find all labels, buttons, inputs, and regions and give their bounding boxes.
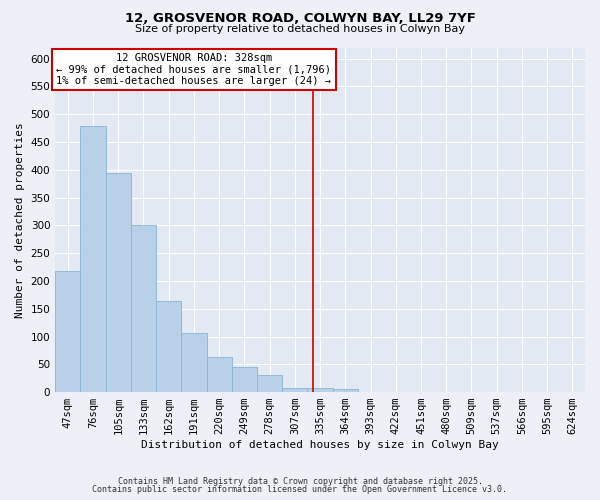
X-axis label: Distribution of detached houses by size in Colwyn Bay: Distribution of detached houses by size … [141, 440, 499, 450]
Bar [282, 388, 307, 392]
Bar [257, 376, 282, 392]
Bar [55, 271, 80, 392]
Text: 12, GROSVENOR ROAD, COLWYN BAY, LL29 7YF: 12, GROSVENOR ROAD, COLWYN BAY, LL29 7YF [125, 12, 475, 24]
Text: Size of property relative to detached houses in Colwyn Bay: Size of property relative to detached ho… [135, 24, 465, 34]
Bar [106, 173, 131, 392]
Bar [206, 357, 232, 392]
Bar [181, 332, 206, 392]
Bar [131, 225, 156, 392]
Bar [307, 388, 332, 392]
Bar [332, 390, 358, 392]
Bar [80, 126, 106, 392]
Text: 12 GROSVENOR ROAD: 328sqm
← 99% of detached houses are smaller (1,796)
1% of sem: 12 GROSVENOR ROAD: 328sqm ← 99% of detac… [56, 53, 331, 86]
Y-axis label: Number of detached properties: Number of detached properties [15, 122, 25, 318]
Text: Contains HM Land Registry data © Crown copyright and database right 2025.: Contains HM Land Registry data © Crown c… [118, 478, 482, 486]
Bar [156, 301, 181, 392]
Bar [232, 366, 257, 392]
Text: Contains public sector information licensed under the Open Government Licence v3: Contains public sector information licen… [92, 485, 508, 494]
